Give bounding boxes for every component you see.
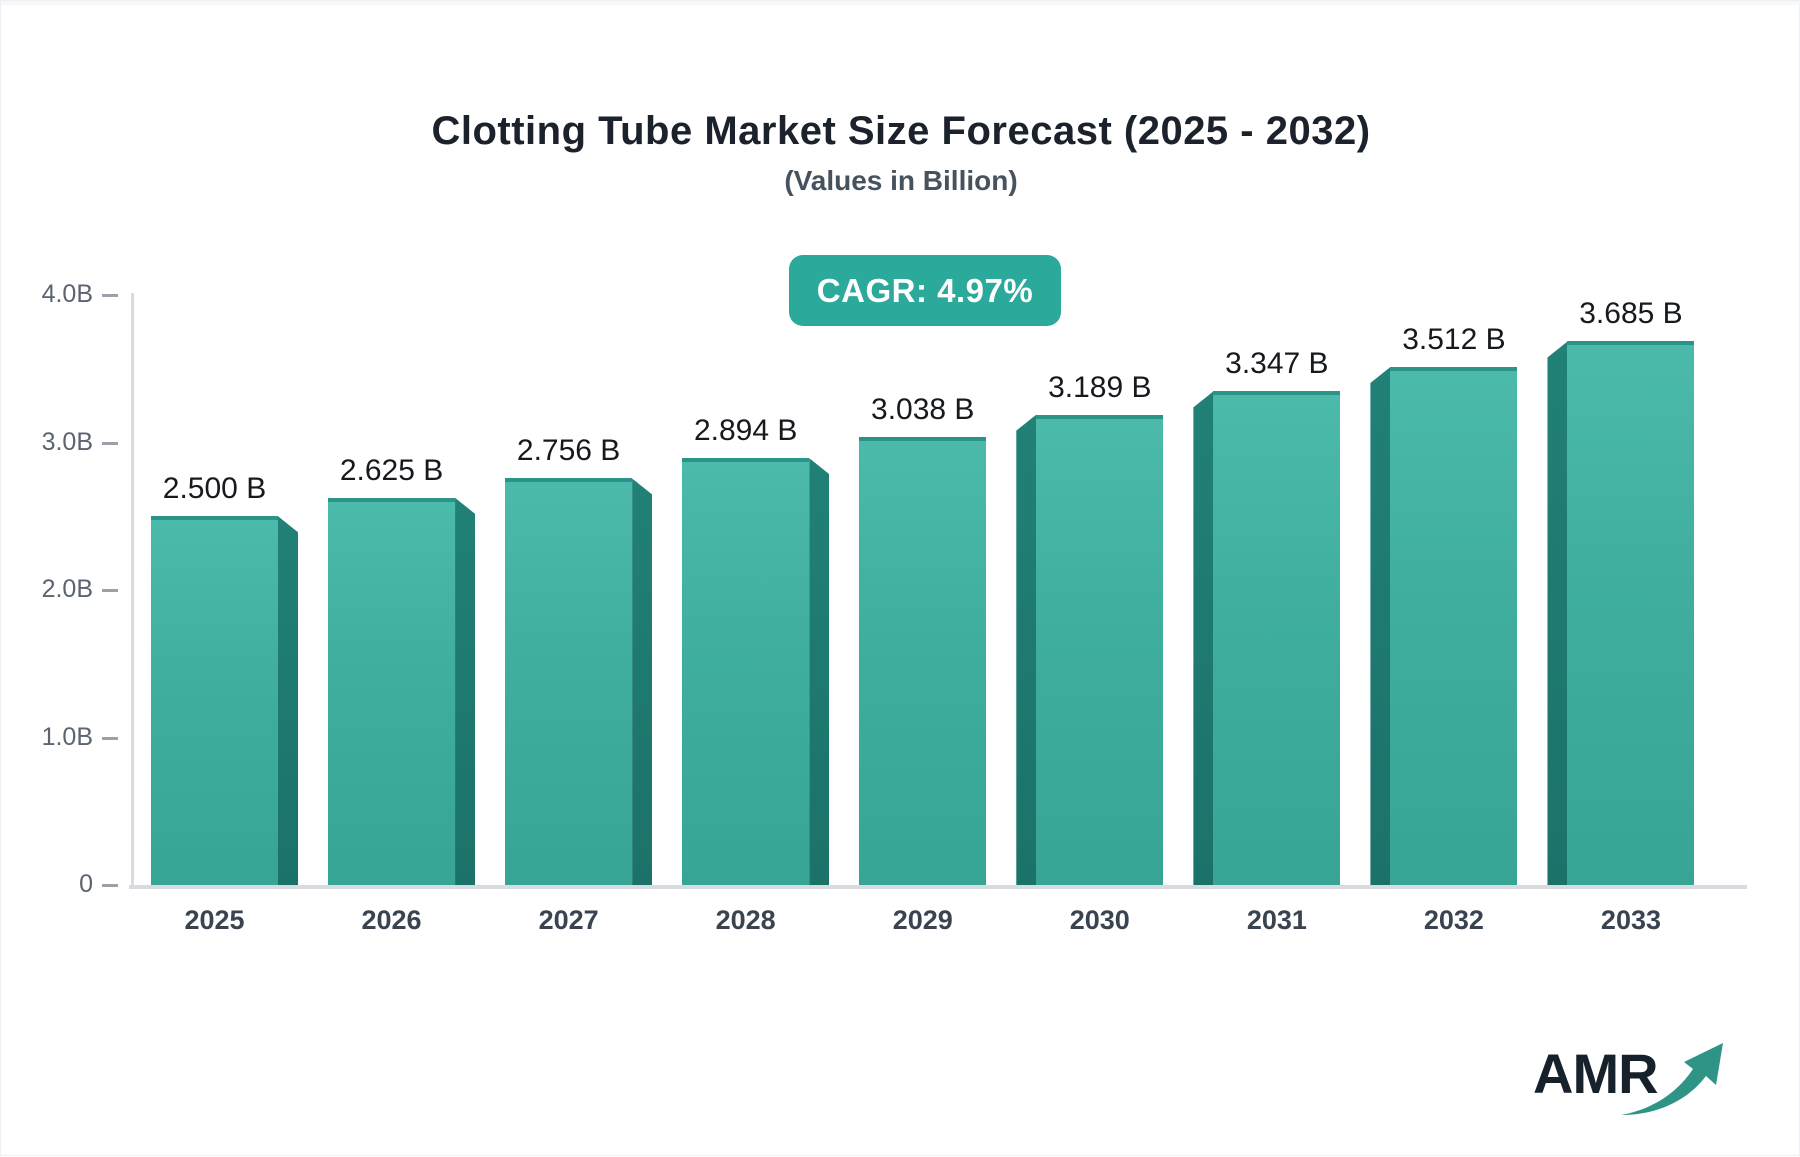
x-axis-tick-label: 2032 [1423,905,1484,935]
bar-face [328,497,456,885]
bar-face [151,516,278,885]
bar-face [859,436,987,885]
chart-subtitle: (Values in Billion) [784,165,1018,196]
bar-face [505,478,633,885]
y-axis-tick-label: 0 [79,870,93,898]
y-axis-tick-mark [102,736,118,740]
bar: 3.189 B [1016,371,1164,885]
y-axis-tick-label: 4.0B [41,280,93,308]
bar: 3.685 B [1547,297,1695,885]
bar-value-label: 2.625 B [339,453,444,487]
x-axis-tick-label: 2030 [1069,905,1130,935]
x-axis-baseline [129,885,1747,889]
bar-value-label: 2.756 B [516,434,621,468]
bar-side-face [1370,366,1391,885]
cagr-badge-label: CAGR: 4.97% [816,271,1034,309]
y-axis-tick-label: 3.0B [41,427,93,456]
bar-face [682,458,810,885]
x-axis-tick-label: 2026 [361,905,422,935]
bar-value-label: 2.894 B [693,414,798,448]
page-top-strip [1,1,1800,5]
bar-face [1036,414,1164,885]
bar-face [1213,391,1341,885]
bar: 2.500 B [151,472,298,885]
growth-arrow-icon [1621,1043,1723,1115]
x-axis-tick-label: 2033 [1600,905,1661,935]
bar-side-face [632,478,653,885]
bar: 3.038 B [859,393,987,885]
x-axis-tick-label: 2029 [892,905,953,935]
y-axis-tick-label: 2.0B [41,575,93,603]
y-axis-tick-mark [102,884,118,887]
y-axis-line [131,293,134,889]
bar-side-face [1193,391,1214,885]
bar-side-face [278,516,298,885]
x-axis-tick-label: 2031 [1246,905,1307,935]
bar-value-label: 3.189 B [1048,370,1152,404]
bar-face [1390,366,1518,885]
x-axis-tick-label: 2028 [715,905,776,935]
bar-side-face [809,458,830,885]
y-axis-tick-label: 1.0B [41,722,93,751]
bar-side-face [1547,341,1568,885]
bar-value-label: 3.347 B [1225,347,1329,381]
y-axis-tick-mark [102,294,118,297]
chart-title: Clotting Tube Market Size Forecast (2025… [431,109,1371,153]
bar: 3.347 B [1193,347,1341,885]
y-axis-tick-mark [102,441,118,445]
amr-logo-text: AMR [1533,1042,1659,1105]
bar-side-face [455,497,476,885]
bar: 3.512 B [1370,323,1518,885]
x-axis-tick-label: 2025 [184,905,245,935]
bar-face [1567,341,1695,885]
amr-logo: AMR [1533,1035,1763,1125]
bar-value-label: 3.512 B [1402,322,1506,356]
bar-value-label: 3.038 B [871,392,975,426]
bar-side-face [1016,414,1037,885]
x-axis-tick-label: 2027 [538,905,599,935]
bar: 2.756 B [505,434,653,885]
bar: 2.625 B [328,454,476,885]
bar-value-label: 3.685 B [1579,297,1683,331]
bar-value-label: 2.500 B [162,472,267,506]
y-axis-tick-mark [102,589,118,592]
bar: 2.894 B [682,414,830,885]
cagr-badge: CAGR: 4.97% [789,255,1061,326]
